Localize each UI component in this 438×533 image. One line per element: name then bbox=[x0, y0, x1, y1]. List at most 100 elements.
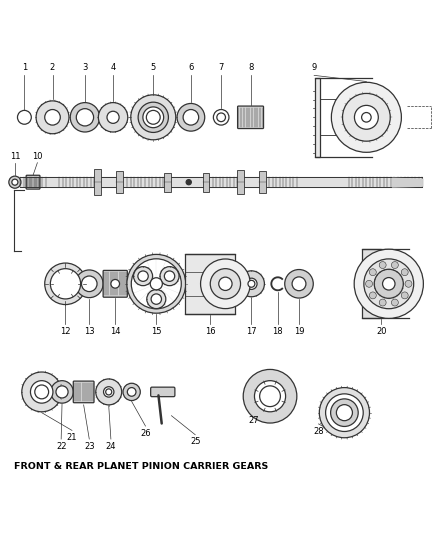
Circle shape bbox=[12, 179, 18, 185]
Text: 14: 14 bbox=[110, 327, 120, 336]
Text: 8: 8 bbox=[248, 63, 253, 72]
FancyBboxPatch shape bbox=[237, 106, 264, 128]
Text: 3: 3 bbox=[82, 63, 88, 72]
Circle shape bbox=[374, 269, 403, 298]
Circle shape bbox=[138, 271, 148, 281]
Circle shape bbox=[76, 109, 94, 126]
Circle shape bbox=[111, 115, 115, 119]
Circle shape bbox=[325, 394, 363, 432]
Circle shape bbox=[103, 387, 114, 397]
Circle shape bbox=[217, 113, 226, 122]
Bar bbox=[164, 173, 170, 192]
Bar bbox=[237, 170, 244, 195]
Circle shape bbox=[49, 114, 56, 121]
Circle shape bbox=[99, 103, 128, 132]
Text: 9: 9 bbox=[311, 63, 317, 72]
Circle shape bbox=[210, 269, 240, 299]
Text: 28: 28 bbox=[313, 426, 324, 435]
Text: C: C bbox=[286, 279, 291, 288]
Circle shape bbox=[22, 372, 62, 412]
Circle shape bbox=[81, 276, 97, 292]
Text: 12: 12 bbox=[60, 327, 71, 336]
FancyBboxPatch shape bbox=[151, 387, 175, 397]
Circle shape bbox=[127, 387, 136, 396]
Circle shape bbox=[343, 93, 390, 141]
Circle shape bbox=[109, 113, 117, 122]
Circle shape bbox=[405, 280, 412, 287]
Circle shape bbox=[51, 381, 73, 403]
Text: 24: 24 bbox=[106, 442, 116, 450]
Circle shape bbox=[149, 113, 158, 122]
Bar bbox=[202, 173, 209, 192]
Circle shape bbox=[177, 103, 205, 131]
Circle shape bbox=[319, 387, 370, 438]
Circle shape bbox=[123, 383, 140, 401]
Circle shape bbox=[107, 111, 119, 123]
Circle shape bbox=[354, 249, 424, 318]
Circle shape bbox=[354, 106, 378, 129]
Bar bbox=[116, 172, 123, 193]
Circle shape bbox=[183, 109, 199, 125]
Circle shape bbox=[45, 109, 60, 125]
Text: 2: 2 bbox=[50, 63, 55, 72]
Circle shape bbox=[364, 259, 413, 309]
Text: 21: 21 bbox=[67, 433, 77, 442]
Circle shape bbox=[285, 270, 313, 298]
Text: 26: 26 bbox=[140, 429, 151, 438]
Circle shape bbox=[332, 82, 401, 152]
Text: 7: 7 bbox=[219, 63, 224, 72]
Circle shape bbox=[362, 112, 371, 122]
Circle shape bbox=[164, 271, 175, 281]
Circle shape bbox=[201, 259, 250, 309]
Circle shape bbox=[46, 111, 59, 123]
Bar bbox=[259, 172, 266, 193]
Circle shape bbox=[186, 180, 191, 185]
Text: 20: 20 bbox=[376, 327, 386, 336]
Circle shape bbox=[219, 277, 232, 290]
Circle shape bbox=[392, 299, 398, 306]
Circle shape bbox=[254, 381, 286, 412]
Circle shape bbox=[392, 262, 398, 269]
Text: 10: 10 bbox=[32, 152, 42, 161]
Text: 5: 5 bbox=[151, 63, 156, 72]
Circle shape bbox=[18, 110, 32, 124]
Circle shape bbox=[238, 271, 265, 297]
Text: 1: 1 bbox=[22, 63, 27, 72]
Text: 6: 6 bbox=[188, 63, 194, 72]
Circle shape bbox=[369, 292, 376, 299]
Text: 23: 23 bbox=[84, 442, 95, 450]
Text: 19: 19 bbox=[294, 327, 304, 336]
Circle shape bbox=[248, 280, 255, 287]
Circle shape bbox=[160, 266, 179, 286]
Circle shape bbox=[9, 176, 21, 188]
Bar bbox=[185, 254, 236, 314]
Circle shape bbox=[150, 278, 162, 290]
Circle shape bbox=[401, 292, 408, 299]
Circle shape bbox=[331, 399, 358, 426]
FancyBboxPatch shape bbox=[26, 175, 40, 189]
Circle shape bbox=[213, 109, 229, 125]
Text: 15: 15 bbox=[151, 327, 162, 336]
Circle shape bbox=[146, 110, 160, 124]
Text: 17: 17 bbox=[246, 327, 257, 336]
Text: 4: 4 bbox=[110, 63, 116, 72]
Circle shape bbox=[131, 259, 181, 309]
Circle shape bbox=[369, 269, 376, 276]
Circle shape bbox=[401, 269, 408, 276]
Text: 13: 13 bbox=[84, 327, 95, 336]
Circle shape bbox=[260, 386, 280, 407]
Bar bbox=[95, 169, 101, 195]
Circle shape bbox=[131, 95, 176, 140]
Circle shape bbox=[75, 270, 103, 297]
Circle shape bbox=[106, 389, 112, 395]
Text: 25: 25 bbox=[190, 437, 201, 446]
Circle shape bbox=[35, 385, 49, 399]
Circle shape bbox=[31, 381, 53, 403]
Bar bbox=[362, 249, 381, 318]
Circle shape bbox=[134, 266, 152, 286]
FancyBboxPatch shape bbox=[103, 270, 127, 297]
Circle shape bbox=[111, 279, 120, 288]
Circle shape bbox=[379, 262, 386, 269]
Circle shape bbox=[127, 254, 186, 313]
Text: 18: 18 bbox=[272, 327, 283, 336]
